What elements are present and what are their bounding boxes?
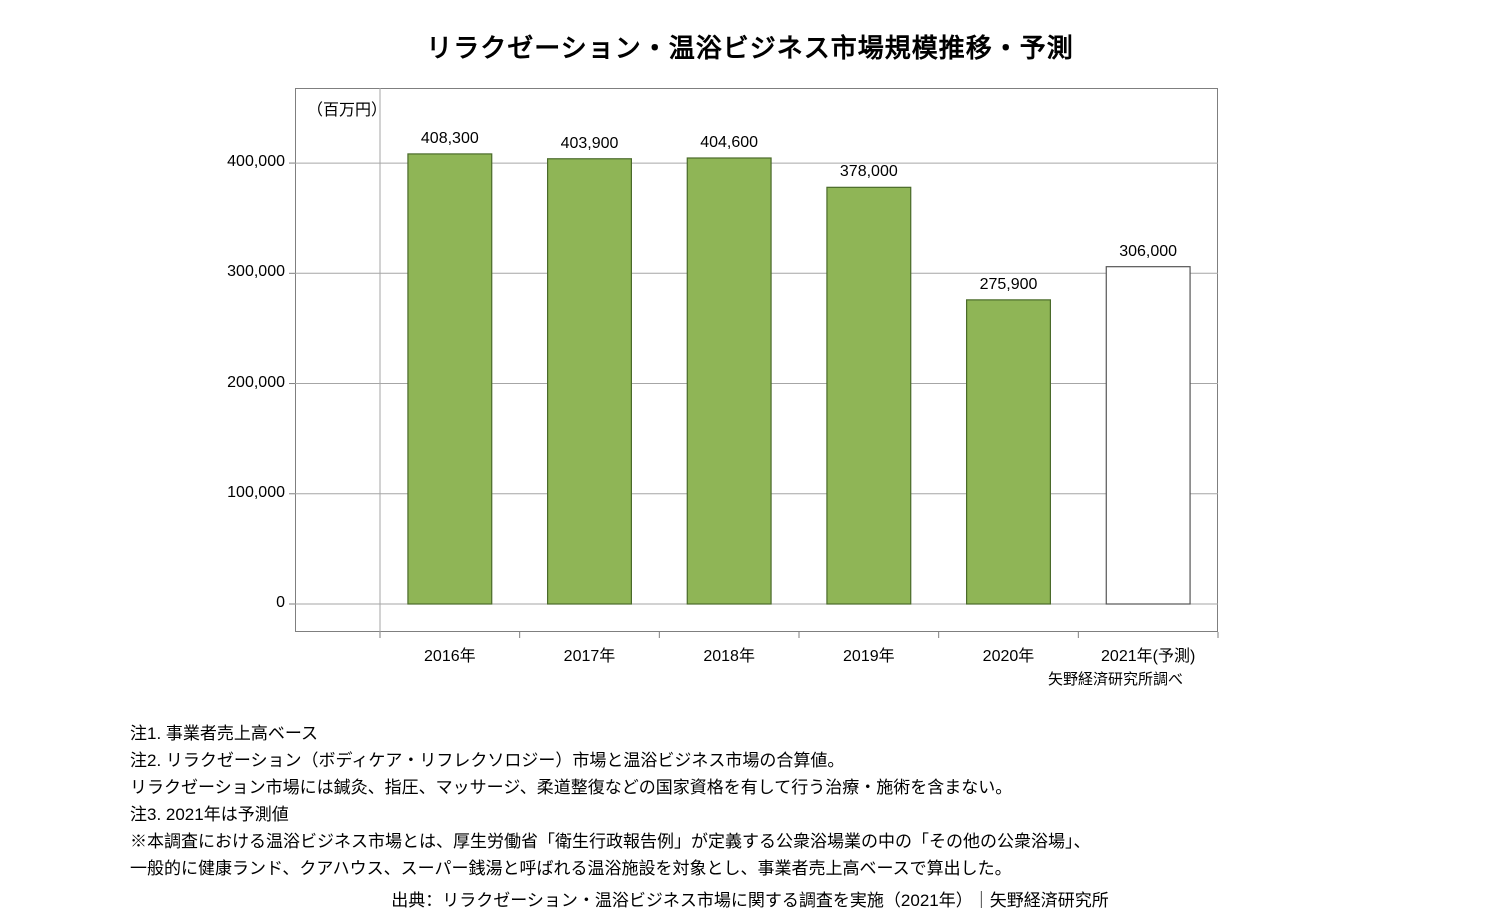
footnote-line: 一般的に健康ランド、クアハウス、スーパー銭湯と呼ばれる温浴施設を対象とし、事業者… bbox=[130, 855, 1410, 882]
y-axis-unit-label: （百万円） bbox=[307, 96, 387, 120]
y-tick-label: 200,000 bbox=[195, 374, 285, 392]
y-tick-label: 300,000 bbox=[195, 263, 285, 281]
footnote-line: ※本調査における温浴ビジネス市場とは、厚生労働省「衛生行政報告例」が定義する公衆… bbox=[130, 828, 1410, 855]
y-tick-label: 400,000 bbox=[195, 153, 285, 171]
chart-credit: 矢野経済研究所調べ bbox=[1048, 668, 1183, 689]
bar-value-label: 408,300 bbox=[380, 130, 520, 148]
bar-value-label: 404,600 bbox=[659, 134, 799, 152]
x-category-label: 2017年 bbox=[520, 642, 660, 666]
citation: 出典：リラクゼーション・温浴ビジネス市場に関する調査を実施（2021年）｜矢野経… bbox=[0, 886, 1500, 911]
bar-value-label: 403,900 bbox=[520, 135, 660, 153]
bar-value-label: 275,900 bbox=[939, 276, 1079, 294]
footnotes: 注1. 事業者売上高ベース 注2. リラクゼーション（ボディケア・リフレクソロジ… bbox=[130, 720, 1410, 882]
footnote-line: 注2. リラクゼーション（ボディケア・リフレクソロジー）市場と温浴ビジネス市場の… bbox=[130, 747, 1410, 774]
footnote-line: 注3. 2021年は予測値 bbox=[130, 801, 1410, 828]
x-category-label: 2016年 bbox=[380, 642, 520, 666]
y-tick-label: 0 bbox=[195, 594, 285, 612]
footnote-line: リラクゼーション市場には鍼灸、指圧、マッサージ、柔道整復などの国家資格を有して行… bbox=[130, 774, 1410, 801]
bar-value-label: 306,000 bbox=[1078, 243, 1218, 261]
x-category-label: 2021年(予測) bbox=[1078, 642, 1218, 666]
x-category-label: 2019年 bbox=[799, 642, 939, 666]
y-tick-label: 100,000 bbox=[195, 484, 285, 502]
footnote-line: 注1. 事業者売上高ベース bbox=[130, 720, 1410, 747]
x-category-label: 2018年 bbox=[659, 642, 799, 666]
x-category-label: 2020年 bbox=[939, 642, 1079, 666]
bar-value-label: 378,000 bbox=[799, 163, 939, 181]
